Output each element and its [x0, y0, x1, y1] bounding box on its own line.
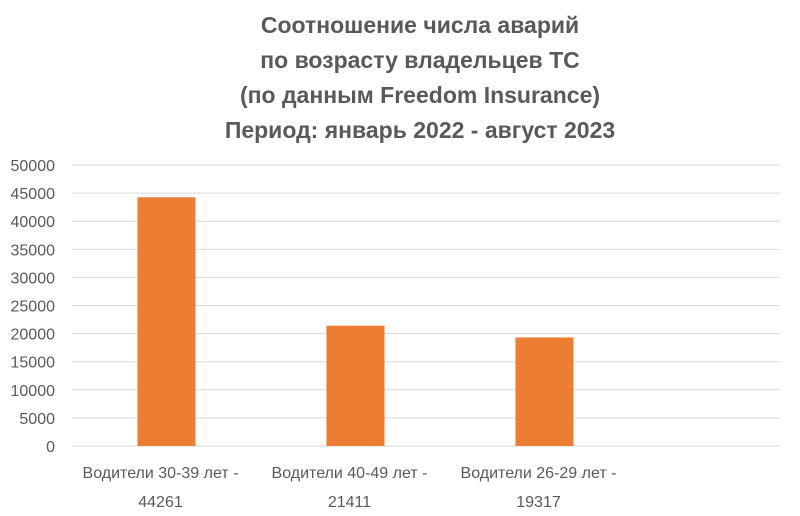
y-tick-label: 5000: [19, 411, 55, 428]
x-category-label: Водители 40-49 лет -: [272, 465, 428, 482]
y-tick-label: 25000: [11, 299, 56, 316]
x-category-label: Водители 30-39 лет -: [83, 465, 239, 482]
x-category-label: 19317: [516, 494, 561, 511]
y-tick-label: 15000: [11, 355, 56, 372]
bar: [515, 337, 574, 446]
x-category-label: Водители 26-29 лет -: [461, 465, 617, 482]
bar: [326, 325, 385, 446]
y-tick-label: 0: [46, 439, 55, 456]
x-category-label: 44261: [138, 494, 183, 511]
y-tick-label: 40000: [11, 214, 56, 231]
y-tick-label: 35000: [11, 242, 56, 259]
y-tick-label: 20000: [11, 327, 56, 344]
y-tick-label: 50000: [11, 158, 56, 175]
chart-title-line-4: Период: январь 2022 - август 2023: [224, 117, 616, 143]
chart-title-line-1: Соотношение числа аварий: [260, 12, 580, 38]
y-tick-label: 30000: [11, 270, 56, 287]
x-category-label: 21411: [328, 494, 371, 511]
chart-title-line-3: (по данным Freedom Insurance): [239, 82, 601, 108]
y-tick-label: 10000: [11, 383, 56, 400]
y-tick-label: 45000: [11, 186, 56, 203]
chart-title-line-2: по возрасту владельцев ТС: [260, 47, 580, 73]
bar: [137, 197, 196, 446]
chart-title: Соотношение числа аварий по возрасту вла…: [0, 8, 800, 148]
